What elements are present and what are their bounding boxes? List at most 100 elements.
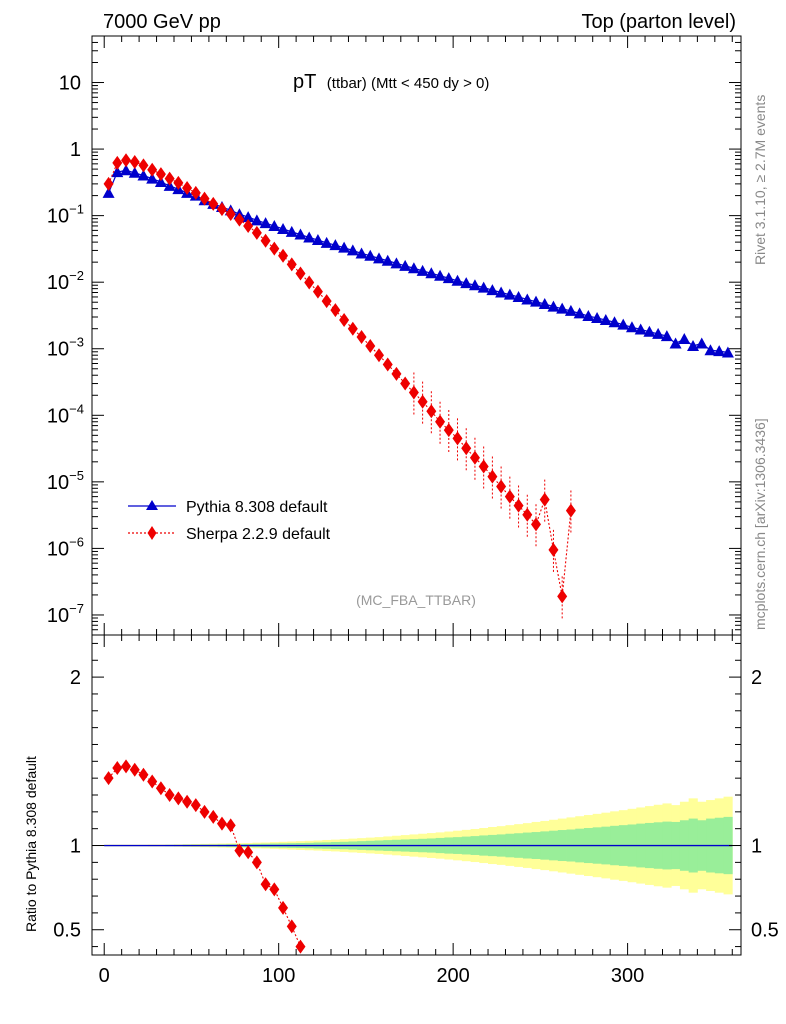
main-y-tick-label: 1 <box>70 139 81 161</box>
sherpa-point <box>452 431 463 446</box>
main-frame <box>91 35 742 636</box>
sherpa-point <box>121 153 132 168</box>
main-y-tick-label: 10−6 <box>47 534 84 560</box>
sherpa-point <box>278 248 289 263</box>
sherpa-point <box>321 294 332 309</box>
main-y-tick-label: 10−2 <box>47 268 84 294</box>
pythia-point <box>285 225 298 237</box>
ratio-ylabel: Ratio to Pythia 8.308 default <box>23 756 39 932</box>
ratio-sherpa-point <box>182 794 193 809</box>
sherpa-point <box>330 303 341 318</box>
pythia-point <box>538 298 551 310</box>
sherpa-point <box>365 338 376 353</box>
pythia-point <box>556 302 569 314</box>
pythia-point <box>320 236 333 248</box>
ratio-y-tick-label-left: 2 <box>70 667 81 689</box>
pythia-point <box>617 318 630 330</box>
pythia-point <box>521 293 534 305</box>
sherpa-point <box>339 313 350 328</box>
sherpa-point <box>539 492 550 507</box>
analysis-label: (MC_FBA_TTBAR) <box>356 592 476 608</box>
legend-entry-sherpa: Sherpa 2.2.9 default <box>128 526 331 543</box>
pythia-point <box>669 337 682 349</box>
pythia-point <box>364 249 377 261</box>
pythia-point <box>111 166 124 178</box>
header-left: 7000 GeV pp <box>103 11 221 33</box>
pythia-point <box>381 254 394 266</box>
pythia-point <box>477 281 490 293</box>
pythia-point <box>547 300 560 312</box>
pythia-point <box>137 169 150 181</box>
sherpa-point <box>347 321 358 336</box>
main-y-tick-label: 10 <box>59 73 81 95</box>
pythia-point <box>451 274 464 286</box>
ratio-frame <box>91 634 742 956</box>
pythia-point <box>154 176 167 188</box>
plot-title: pT (ttbar) (Mtt < 450 dy > 0) <box>293 71 489 93</box>
pythia-point <box>643 325 656 337</box>
ratio-sherpa-point <box>260 877 271 892</box>
pythia-point <box>329 239 342 251</box>
pythia-point <box>311 234 324 246</box>
sherpa-point <box>548 542 559 557</box>
sherpa-point <box>164 171 175 186</box>
ratio-sherpa-point <box>243 845 254 860</box>
pythia-point <box>277 222 290 234</box>
main-y-tick-label: 10−3 <box>47 335 84 361</box>
plot-title-main: pT <box>293 71 316 93</box>
ratio-y-tick-label-right: 1 <box>751 836 762 858</box>
pythia-point <box>372 252 385 264</box>
pythia-point <box>512 290 525 302</box>
legend-pythia-marker <box>146 500 158 510</box>
sherpa-point <box>112 155 123 170</box>
sherpa-point <box>260 233 271 248</box>
ratio-sherpa-point <box>129 762 140 777</box>
ratio-x-tick-label: 300 <box>611 965 644 987</box>
sherpa-point <box>408 385 419 400</box>
pythia-point <box>268 219 281 231</box>
legend-sherpa-label: Sherpa 2.2.9 default <box>186 526 331 543</box>
sherpa-line <box>108 159 572 597</box>
ratio-sherpa-point <box>190 798 201 813</box>
pythia-point <box>713 345 726 357</box>
sherpa-point <box>356 330 367 345</box>
pythia-point <box>599 314 612 326</box>
pythia-point <box>495 286 508 298</box>
sherpa-point <box>208 196 219 211</box>
pythia-point <box>468 279 481 291</box>
ratio-sherpa-point <box>295 939 306 954</box>
pythia-point <box>582 310 595 322</box>
header-right: Top (parton level) <box>581 11 736 33</box>
pythia-point <box>442 272 455 284</box>
ratio-sherpa-point <box>164 788 175 802</box>
sherpa-point <box>382 357 393 372</box>
pythia-point <box>128 166 141 178</box>
ratio-sherpa-point <box>286 919 297 934</box>
sherpa-point <box>531 517 542 532</box>
ratio-y-tick-label-right: 2 <box>751 667 762 689</box>
sherpa-point <box>103 176 114 191</box>
sherpa-point <box>522 507 533 522</box>
main-y-tick-label: 10−4 <box>47 401 84 427</box>
sherpa-point <box>199 191 210 206</box>
pythia-point <box>250 214 263 226</box>
sherpa-point <box>496 479 507 494</box>
ratio-x-tick-label: 0 <box>99 965 110 987</box>
sherpa-point <box>243 218 254 233</box>
pythia-point <box>102 186 115 198</box>
pythia-point <box>695 337 708 349</box>
pythia-point <box>259 217 272 229</box>
sherpa-point <box>417 394 428 409</box>
sherpa-point <box>391 366 402 381</box>
pythia-point <box>486 284 499 296</box>
pythia-point <box>634 323 647 335</box>
ratio-sherpa-point <box>112 761 123 776</box>
ratio-panel: 2 2 1 1 0.5 0.5 0 100 200 300 <box>53 634 779 987</box>
sherpa-point <box>373 348 384 363</box>
main-y-tick-label: 10−5 <box>47 468 84 494</box>
legend-pythia-label: Pythia 8.308 default <box>186 499 328 516</box>
ratio-sherpa-point <box>103 771 114 786</box>
pythia-point <box>355 247 368 259</box>
sherpa-point <box>155 167 166 182</box>
ratio-sherpa-point <box>278 900 289 915</box>
